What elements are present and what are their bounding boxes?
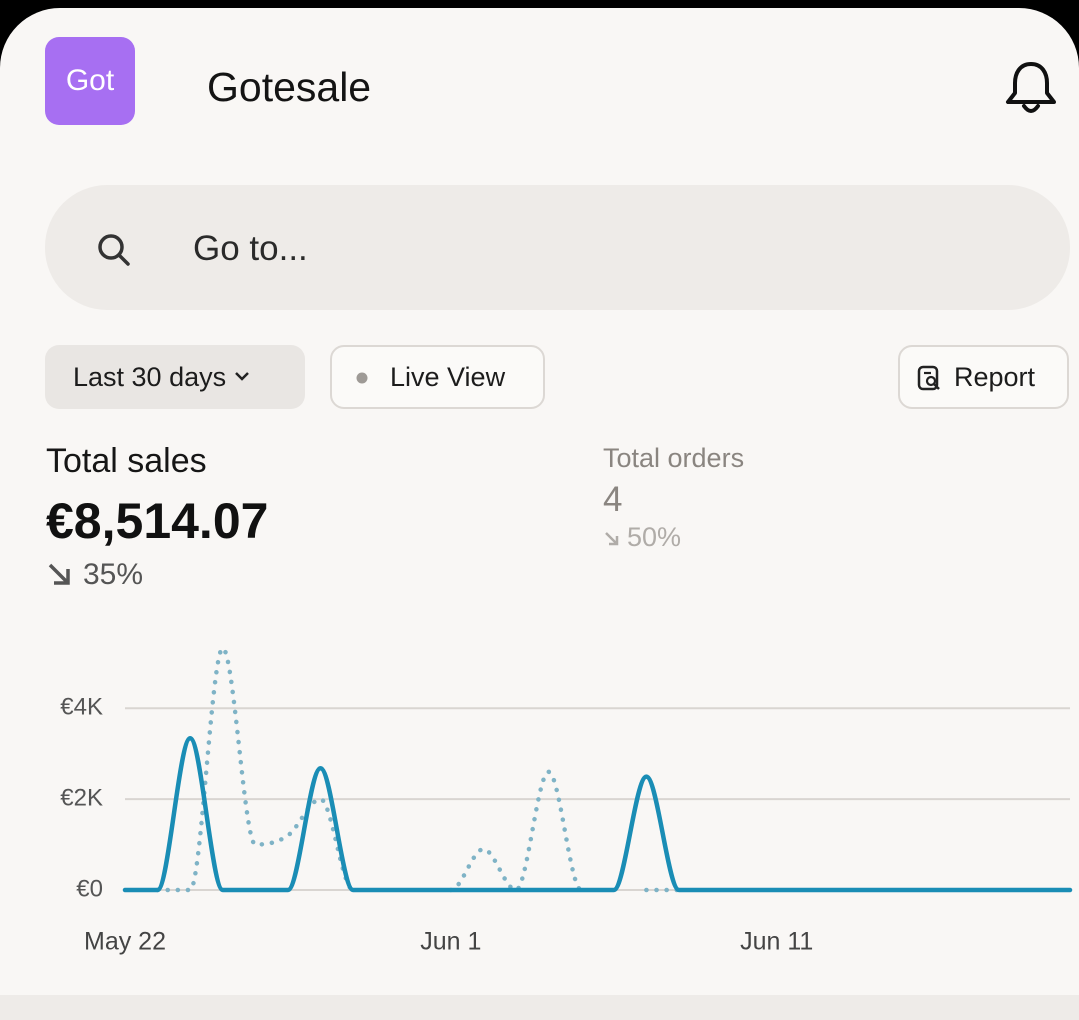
x-tick-label: Jun 11 [740, 928, 813, 956]
metric-label: Total orders [603, 443, 745, 473]
app-card: Got Gotesale Go to... Last 30 days Live … [0, 8, 1079, 1020]
metric-value: €8,514.07 [46, 493, 269, 549]
report-icon [917, 365, 940, 391]
live-view-label: Live View [390, 361, 506, 392]
bell-icon[interactable] [1004, 60, 1058, 118]
y-tick-label: €2K [60, 784, 103, 811]
sales-line [122, 735, 1073, 893]
x-tick-label: May 22 [84, 928, 166, 956]
search-icon [98, 234, 130, 266]
metric-change: 50% [627, 522, 682, 552]
metric-value: 4 [603, 480, 623, 519]
metric-change: 35% [83, 558, 144, 591]
down-arrow [48, 563, 70, 585]
metric-label: Total sales [46, 442, 207, 480]
chevron-icon [235, 372, 249, 381]
range-button[interactable]: Last 30 days [45, 345, 305, 409]
y-tick-label: €0 [76, 875, 103, 902]
live-view-button[interactable]: Live View [330, 345, 545, 409]
logo[interactable]: Got [45, 37, 135, 125]
y-tick-label: €4K [60, 694, 103, 721]
sales-chart: €0 €2K €4K May 22 Jun 1 Jun 11 [60, 646, 1073, 956]
report-button[interactable]: Report [898, 345, 1069, 409]
bottom-bar [0, 995, 1079, 1020]
live-dot [356, 372, 368, 384]
down-arrow [605, 532, 619, 546]
x-tick-label: Jun 1 [420, 928, 481, 956]
range-label: Last 30 days [73, 361, 227, 392]
search-placeholder: Go to... [193, 229, 308, 268]
app-title: Gotesale [207, 64, 372, 110]
comparison-line [155, 646, 682, 893]
search-bar[interactable] [45, 185, 1070, 310]
report-label: Report [954, 361, 1036, 392]
